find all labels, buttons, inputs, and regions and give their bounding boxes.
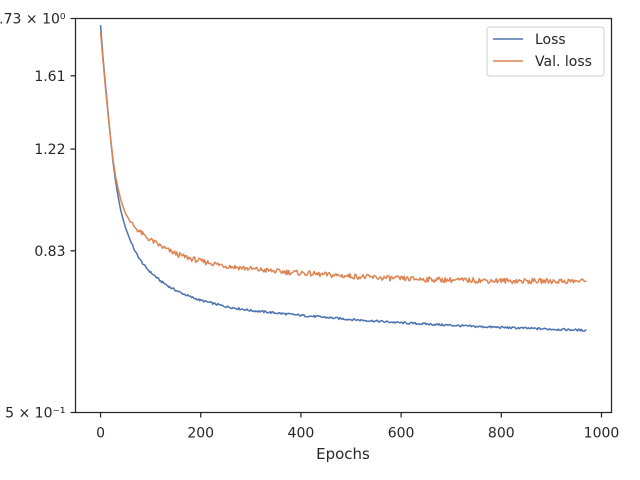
y-tick-label: 1.22: [34, 142, 65, 158]
x-axis-title: Epochs: [316, 445, 370, 463]
x-tick-label: 800: [488, 426, 515, 442]
series-line-loss: [99, 25, 587, 332]
x-tick-label: 400: [288, 426, 315, 442]
series-lines: [99, 25, 587, 332]
x-tick-label: 0: [96, 426, 105, 442]
x-tick-label: 600: [388, 426, 415, 442]
plot-frame: [74, 17, 613, 414]
legend: Loss Val. loss: [486, 26, 605, 77]
x-tick-label: 200: [187, 426, 214, 442]
legend-label: Val. loss: [535, 54, 592, 70]
y-tick-label: 1.61: [34, 69, 65, 85]
y-tick-label: 5 × 10⁻¹: [5, 406, 65, 422]
series-line-val-loss: [99, 31, 587, 285]
legend-label: Loss: [535, 32, 566, 48]
axis-ticks: 0 200 400 600 800 1000 5 × 10⁻¹ 0.83 1.22 1.61 1.7…: [0, 12, 619, 442]
x-tick-label: 1000: [584, 426, 620, 442]
y-tick-label: 0.83: [34, 244, 65, 260]
y-tick-label: 1.73 × 10⁰: [0, 12, 66, 28]
